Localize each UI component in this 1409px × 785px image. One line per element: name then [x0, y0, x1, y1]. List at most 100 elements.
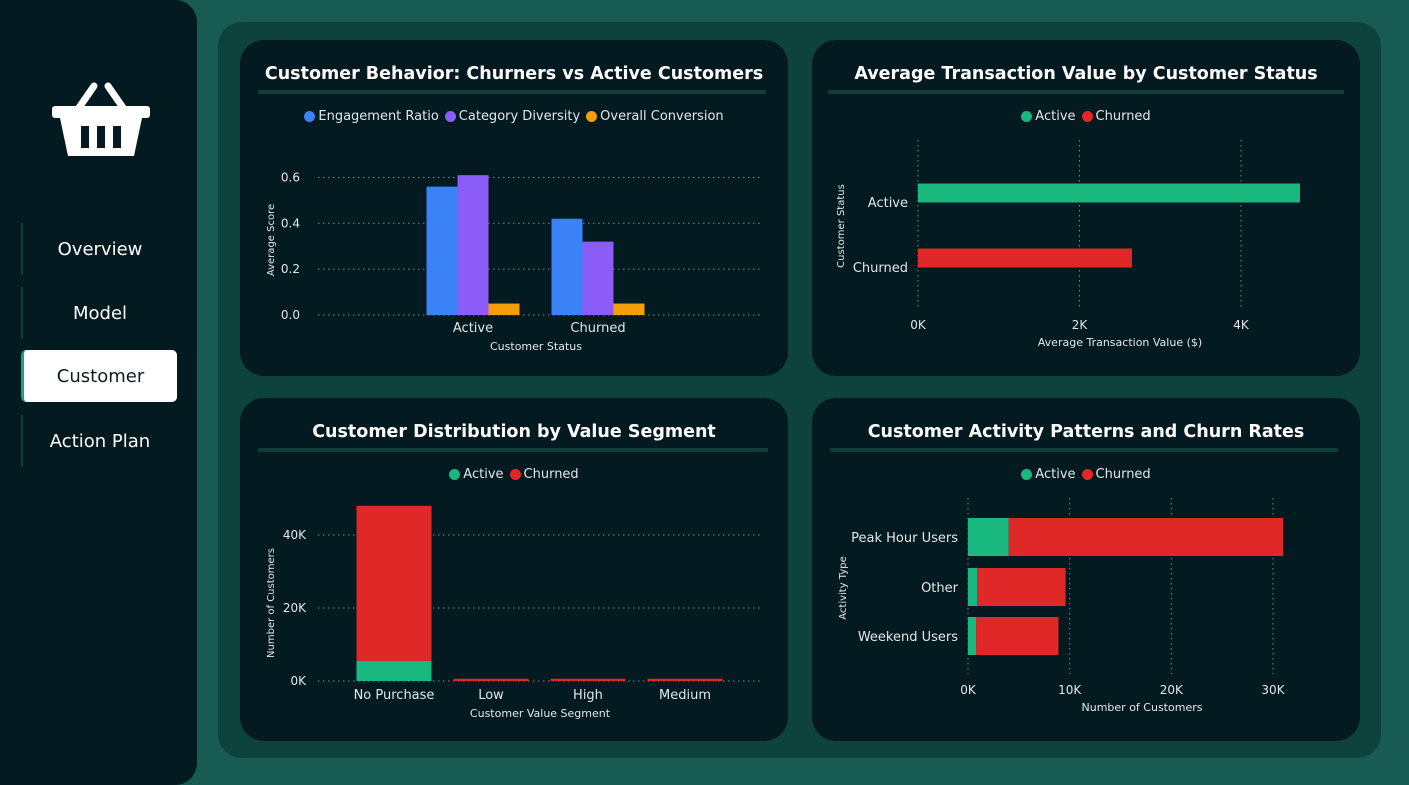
x-tick-label: Low: [478, 688, 504, 703]
bar-segment: [453, 678, 529, 681]
behavior-card: Customer Behavior: Churners vs Active Cu…: [240, 40, 788, 376]
chart-legend: Active Churned: [812, 467, 1360, 482]
bar-segment: [356, 505, 432, 661]
y-tick-label: 0.2: [281, 262, 300, 276]
chart-legend: Engagement Ratio Category Diversity Over…: [240, 109, 788, 124]
chart-title: Customer Distribution by Value Segment: [312, 422, 716, 442]
y-tick-label: 0.0: [281, 308, 300, 322]
title-divider: [830, 448, 1338, 452]
legend-label: Active: [463, 467, 504, 482]
y-tick-label: 0.4: [281, 216, 300, 230]
nav-model[interactable]: Model: [21, 287, 177, 339]
legend-marker: [444, 111, 456, 122]
shopping-basket-icon: [52, 82, 150, 156]
legend-marker: [1021, 111, 1033, 122]
bar-segment: [550, 678, 626, 681]
x-tick-label: No Purchase: [354, 688, 435, 703]
activity-card: Customer Activity Patterns and Churn Rat…: [812, 398, 1360, 741]
bar: [582, 241, 614, 315]
legend-label: Churned: [523, 467, 579, 482]
chart-legend: Active Churned: [812, 109, 1360, 124]
title-divider: [258, 90, 766, 94]
legend-label: Churned: [1095, 109, 1151, 124]
behavior-chart: 0.0 0.2 0.4 0.6 Active Churned Customer Status…: [266, 170, 760, 353]
x-tick-label: 4K: [1233, 318, 1250, 332]
bar: [918, 183, 1300, 203]
segment-chart: 0K 20K 40K No Purchase Low High Medium Customer…: [266, 505, 760, 720]
x-axis-title: Average Transaction Value ($): [1038, 336, 1202, 349]
y-axis-title: Activity Type: [838, 556, 849, 620]
legend-marker: [509, 469, 521, 480]
legend-label: Category Diversity: [458, 109, 581, 124]
nav-action-plan[interactable]: Action Plan: [21, 415, 177, 467]
legend-marker: [1081, 111, 1093, 122]
bar-segment: [647, 678, 723, 681]
x-tick-label: Medium: [659, 688, 711, 703]
legend-label: Active: [1035, 467, 1076, 482]
x-tick-label: 30K: [1261, 683, 1285, 697]
legend-label: Engagement Ratio: [318, 109, 439, 124]
legend-churned[interactable]: Churned: [1081, 109, 1151, 124]
chart-title: Average Transaction Value by Customer St…: [854, 64, 1318, 84]
x-tick-label: 0K: [910, 318, 927, 332]
chart-legend: Active Churned: [240, 467, 788, 482]
bar-segment: [968, 568, 978, 606]
bar-segment: [356, 660, 432, 681]
bar-segment: [977, 568, 1066, 606]
y-axis-title: Average Score: [266, 204, 277, 276]
legend-active[interactable]: Active: [1021, 109, 1076, 124]
legend-active[interactable]: Active: [1021, 467, 1076, 482]
title-divider: [258, 448, 768, 452]
nav-customer[interactable]: Customer: [21, 350, 177, 402]
y-tick-label: Other: [921, 581, 959, 596]
y-tick-label: 0K: [290, 674, 307, 688]
bar-segment: [968, 518, 1009, 556]
bar-segment: [1008, 518, 1284, 556]
bar: [613, 303, 645, 315]
transaction-card: Average Transaction Value by Customer St…: [812, 40, 1360, 376]
y-tick-label: 20K: [283, 601, 307, 615]
sidebar: Overview Model Customer Action Plan: [0, 0, 197, 785]
bar: [426, 186, 458, 315]
x-tick-label: Churned: [570, 321, 625, 336]
legend-label: Churned: [1095, 467, 1151, 482]
y-tick-label: Active: [868, 196, 908, 211]
bar-segment: [968, 617, 977, 655]
legend-diversity[interactable]: Category Diversity: [444, 109, 581, 124]
nav-overview[interactable]: Overview: [21, 223, 177, 275]
legend-active[interactable]: Active: [449, 467, 504, 482]
title-divider: [828, 90, 1344, 94]
y-tick-label: Churned: [853, 261, 908, 276]
legend-marker: [304, 111, 316, 122]
bar: [457, 175, 489, 315]
legend-churned[interactable]: Churned: [509, 467, 579, 482]
x-tick-label: 20K: [1160, 683, 1184, 697]
transaction-chart: 0K 2K 4K Active Churned Average Transaction V…: [836, 140, 1300, 349]
legend-marker: [586, 111, 598, 122]
chart-title: Customer Behavior: Churners vs Active Cu…: [264, 64, 764, 84]
x-tick-label: High: [573, 688, 603, 703]
legend-label: Overall Conversion: [600, 109, 724, 124]
y-tick-label: Peak Hour Users: [851, 531, 958, 546]
x-axis-title: Customer Value Segment: [470, 707, 611, 720]
x-tick-label: 0K: [960, 683, 977, 697]
y-tick-label: 40K: [283, 528, 307, 542]
chart-title: Customer Activity Patterns and Churn Rat…: [867, 422, 1305, 442]
y-axis-title: Number of Customers: [266, 548, 277, 658]
legend-churned[interactable]: Churned: [1081, 467, 1151, 482]
legend-conversion[interactable]: Overall Conversion: [586, 109, 724, 124]
legend-engagement[interactable]: Engagement Ratio: [304, 109, 439, 124]
bar: [918, 248, 1132, 268]
x-axis-title: Customer Status: [490, 340, 582, 353]
x-tick-label: 10K: [1058, 683, 1082, 697]
legend-marker: [449, 469, 461, 480]
x-tick-label: 2K: [1072, 318, 1089, 332]
legend-marker: [1021, 469, 1033, 480]
activity-chart: 0K 10K 20K 30K Peak Hour Users Other Weekend U…: [838, 498, 1286, 714]
x-axis-title: Number of Customers: [1082, 701, 1203, 714]
legend-label: Active: [1035, 109, 1076, 124]
y-tick-label: 0.6: [281, 170, 300, 184]
x-tick-label: Active: [453, 321, 493, 336]
y-tick-label: Weekend Users: [858, 630, 958, 645]
y-axis-title: Customer Status: [836, 184, 847, 268]
